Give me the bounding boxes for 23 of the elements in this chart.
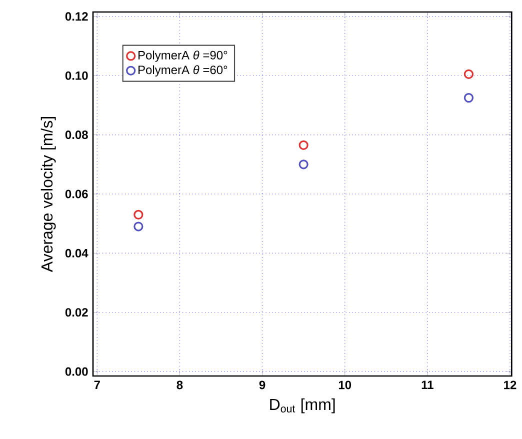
y-tick-label: 0.02 xyxy=(65,308,88,317)
y-tick-label: 0.12 xyxy=(65,12,88,21)
x-tick-label: 11 xyxy=(422,380,434,389)
legend-label: PolymerA θ =60° xyxy=(138,65,228,76)
y-tick-label: 0.06 xyxy=(65,190,88,198)
x-tick-label: 12 xyxy=(504,380,516,390)
x-tick-label: 8 xyxy=(176,380,183,390)
point xyxy=(298,160,308,170)
point xyxy=(298,140,308,150)
y-axis-title: Average velocity [m/s] xyxy=(40,117,56,272)
y-tick-label: 0.10 xyxy=(65,71,88,80)
x-tick-label: 10 xyxy=(338,380,352,390)
y-tick-label: 0.08 xyxy=(65,130,88,140)
x-axis-title: D$_{out}$ [mm] xyxy=(270,398,335,414)
y-tick-label: 0.00 xyxy=(65,367,88,376)
point xyxy=(464,93,474,103)
point xyxy=(134,222,144,232)
x-tick-label: 7 xyxy=(94,380,100,389)
x-tick-label: 9 xyxy=(259,380,266,390)
legend-label: PolymerA θ =90° xyxy=(138,50,228,62)
point xyxy=(464,69,474,79)
point xyxy=(134,210,144,220)
y-tick-label: 0.04 xyxy=(65,248,88,258)
